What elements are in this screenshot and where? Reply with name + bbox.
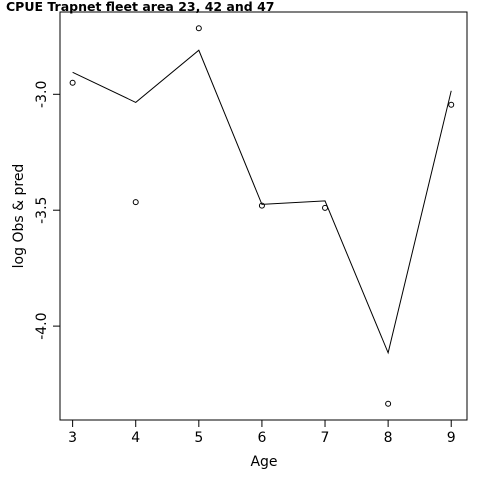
y-tick-label: -3.5 (34, 197, 50, 224)
y-axis-label: log Obs & pred (11, 164, 27, 269)
observed-point (195, 25, 202, 32)
y-axis: -3.0 -3.5 -4.0 (34, 81, 61, 340)
chart-title: CPUE Trapnet fleet area 23, 42 and 47 (6, 0, 274, 14)
observed-point (69, 79, 76, 86)
x-tick-label: 6 (257, 430, 266, 446)
x-axis-label: Age (250, 454, 277, 470)
x-tick-label: 8 (384, 430, 393, 446)
y-tick-label: -4.0 (34, 312, 50, 339)
x-tick-label: 4 (131, 430, 140, 446)
observed-point (385, 400, 392, 407)
series-layer (69, 25, 455, 407)
x-tick-label: 9 (447, 430, 456, 446)
x-tick-label: 3 (68, 430, 77, 446)
observed-point (448, 101, 455, 108)
observed-point (322, 204, 329, 211)
x-tick-label: 7 (321, 430, 330, 446)
x-tick-label: 5 (194, 430, 203, 446)
y-tick-label: -3.0 (34, 81, 50, 108)
observed-point (258, 202, 265, 209)
x-axis: 3 4 5 6 7 8 9 (68, 419, 456, 446)
plot-frame (59, 11, 468, 421)
predicted-line (72, 49, 452, 355)
observed-point (132, 199, 139, 206)
